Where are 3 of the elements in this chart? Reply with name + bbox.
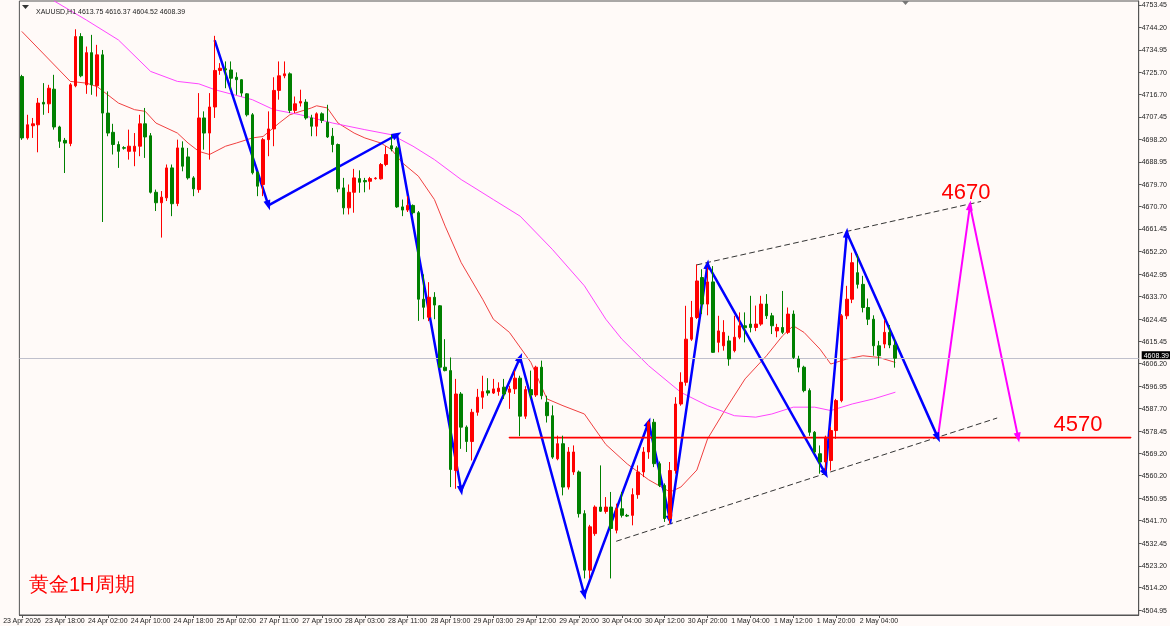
- annotation: 4670: [941, 178, 991, 204]
- annotation: 4570: [1053, 411, 1103, 437]
- annotation: 黄金1H周期: [29, 573, 135, 595]
